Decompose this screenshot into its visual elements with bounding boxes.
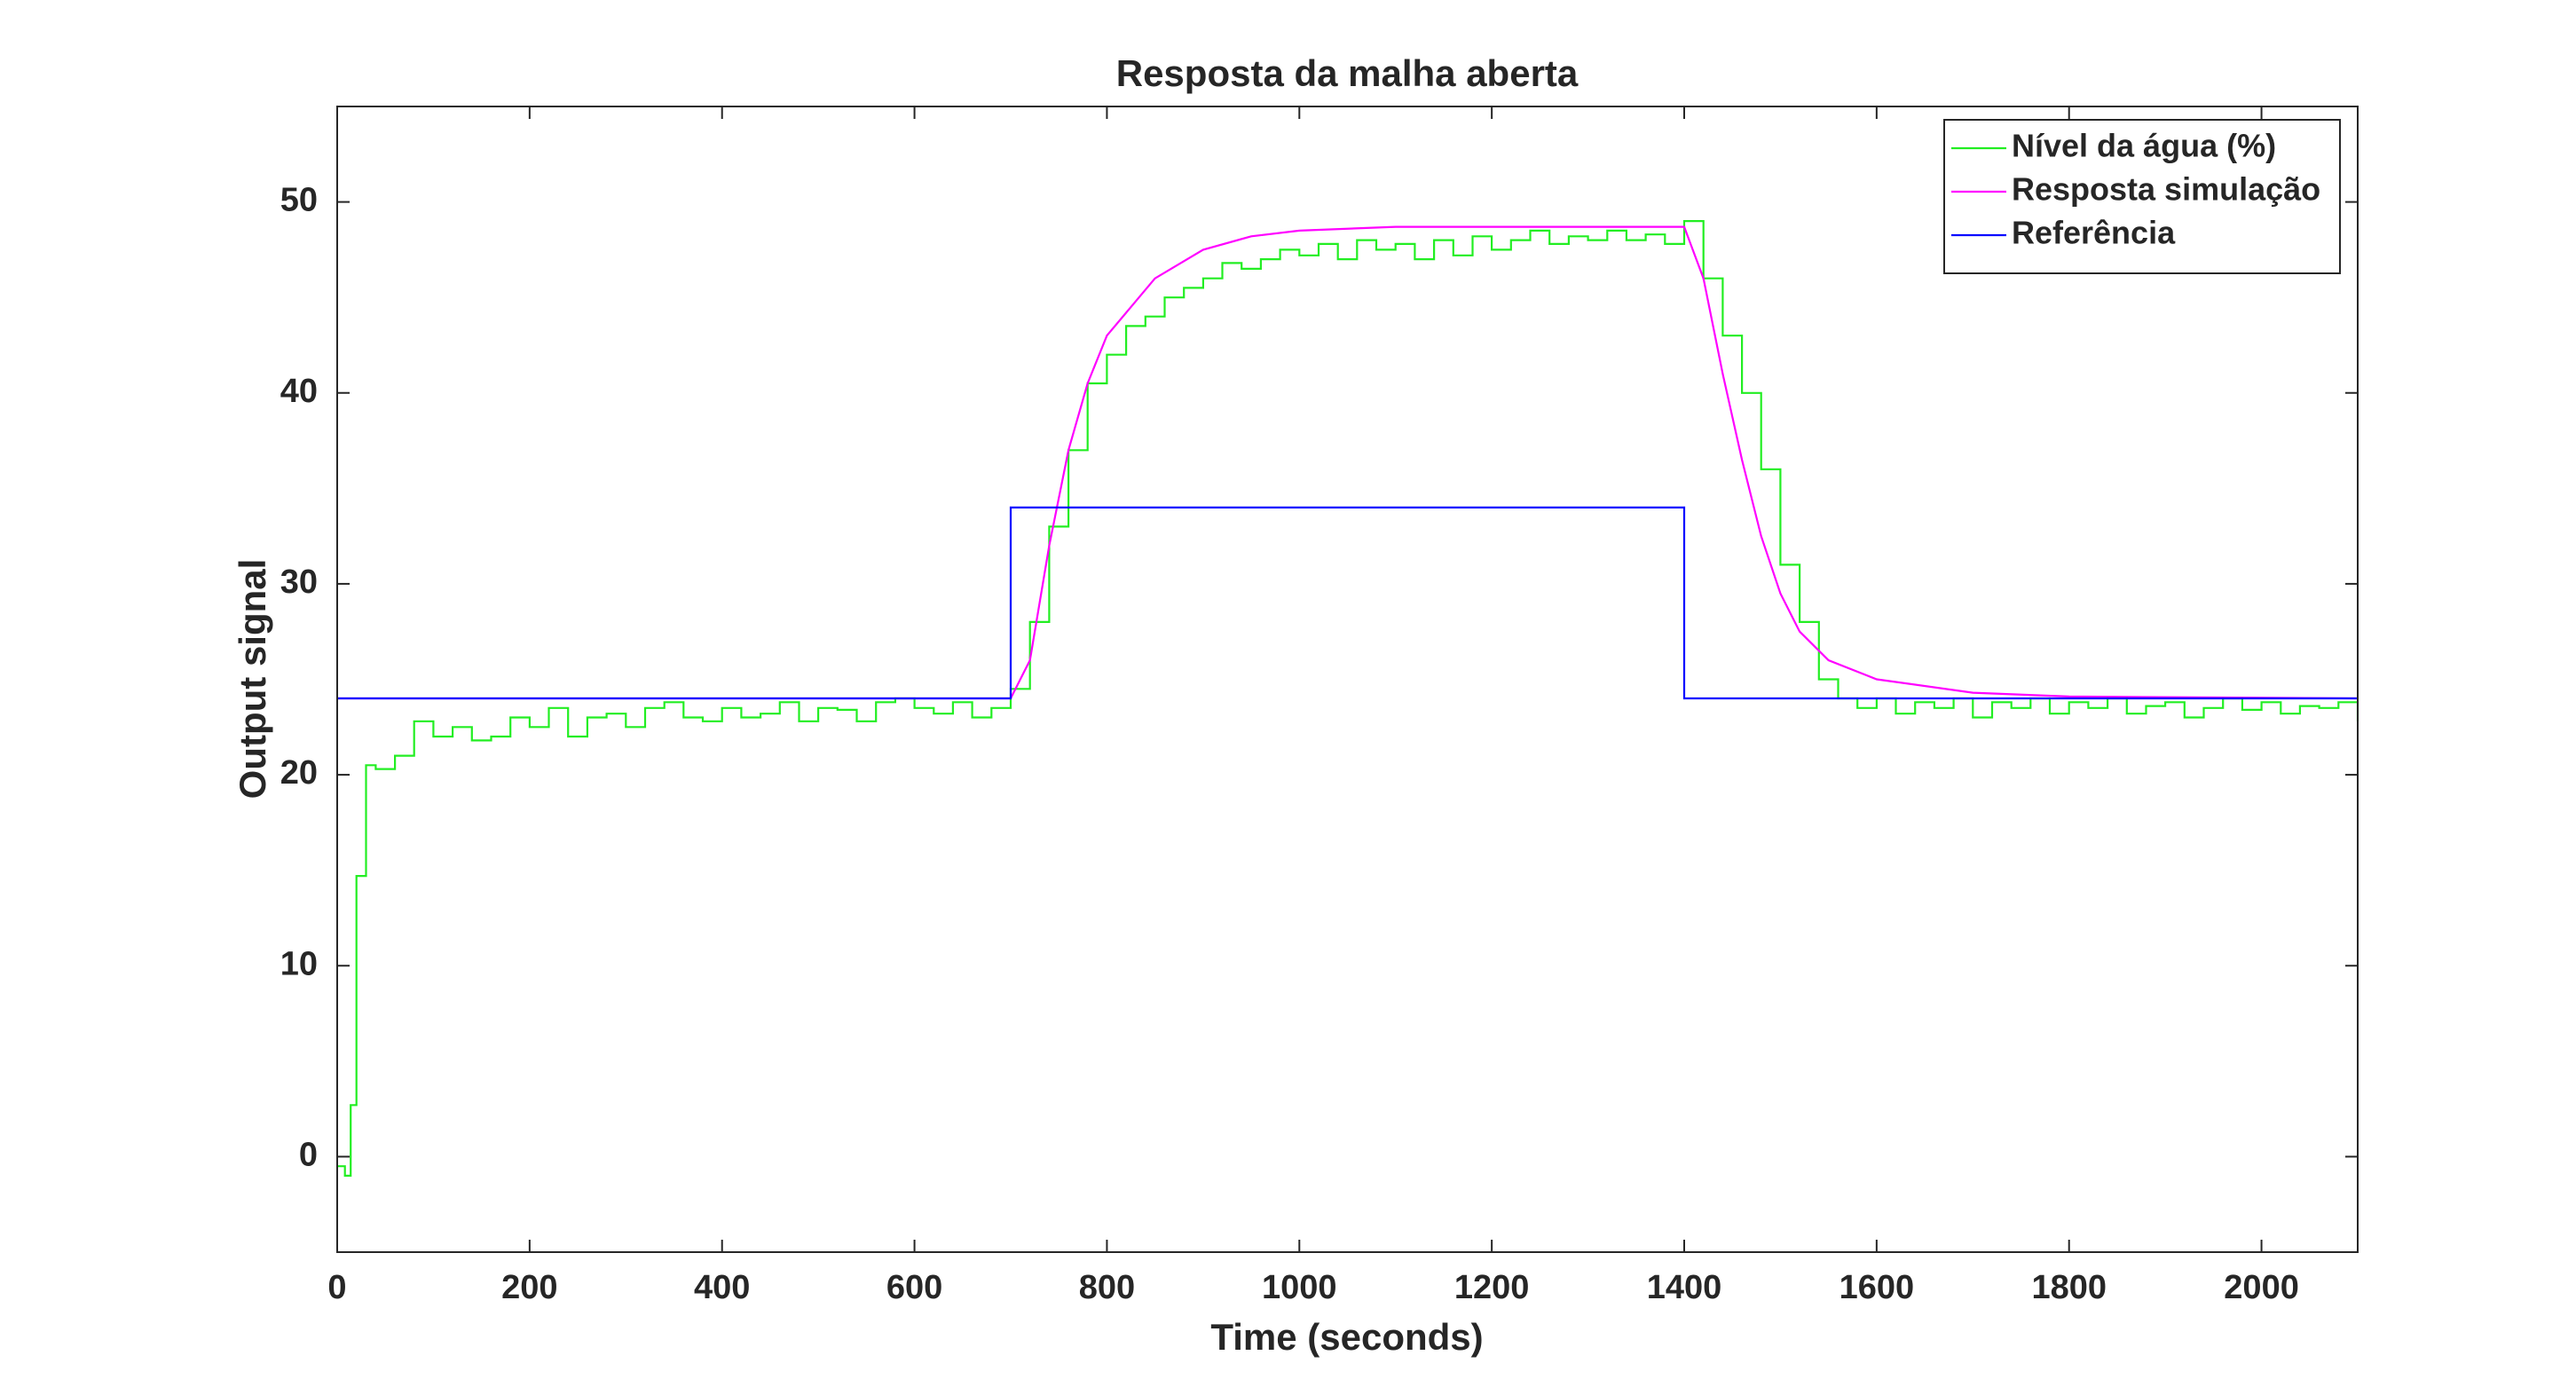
series-line	[337, 220, 2359, 1177]
plot-frame	[336, 106, 2359, 1253]
x-tick-label: 1200	[1454, 1269, 1530, 1306]
y-tick-label: 10	[280, 945, 318, 982]
x-tick-label: 1800	[2031, 1269, 2107, 1306]
x-tick-label: 800	[1079, 1269, 1135, 1306]
x-tick-label: 0	[327, 1269, 346, 1306]
y-tick-label: 50	[280, 182, 318, 219]
y-tick-label: 20	[280, 754, 318, 792]
legend-box	[1943, 119, 2341, 274]
y-axis-label: Output signal	[232, 559, 273, 800]
x-tick-label: 1400	[1647, 1269, 1722, 1306]
x-tick-label: 400	[694, 1269, 750, 1306]
y-tick-label: 30	[280, 564, 318, 601]
x-tick-label: 1600	[1839, 1269, 1915, 1306]
chart-title: Resposta da malha aberta	[1116, 52, 1579, 94]
x-axis-label: Time (seconds)	[1210, 1316, 1483, 1358]
x-tick-label: 1000	[1262, 1269, 1337, 1306]
y-tick-label: 0	[299, 1136, 318, 1173]
legend-label: Referência	[2012, 215, 2176, 251]
y-tick-label: 40	[280, 373, 318, 410]
series-line	[337, 225, 2359, 700]
series-line	[337, 506, 2358, 700]
x-tick-label: 2000	[2224, 1269, 2299, 1306]
legend-label: Resposta simulação	[2012, 171, 2320, 208]
legend-label: Nível da água (%)	[2012, 128, 2276, 164]
x-tick-label: 600	[886, 1269, 942, 1306]
x-tick-label: 200	[501, 1269, 557, 1306]
